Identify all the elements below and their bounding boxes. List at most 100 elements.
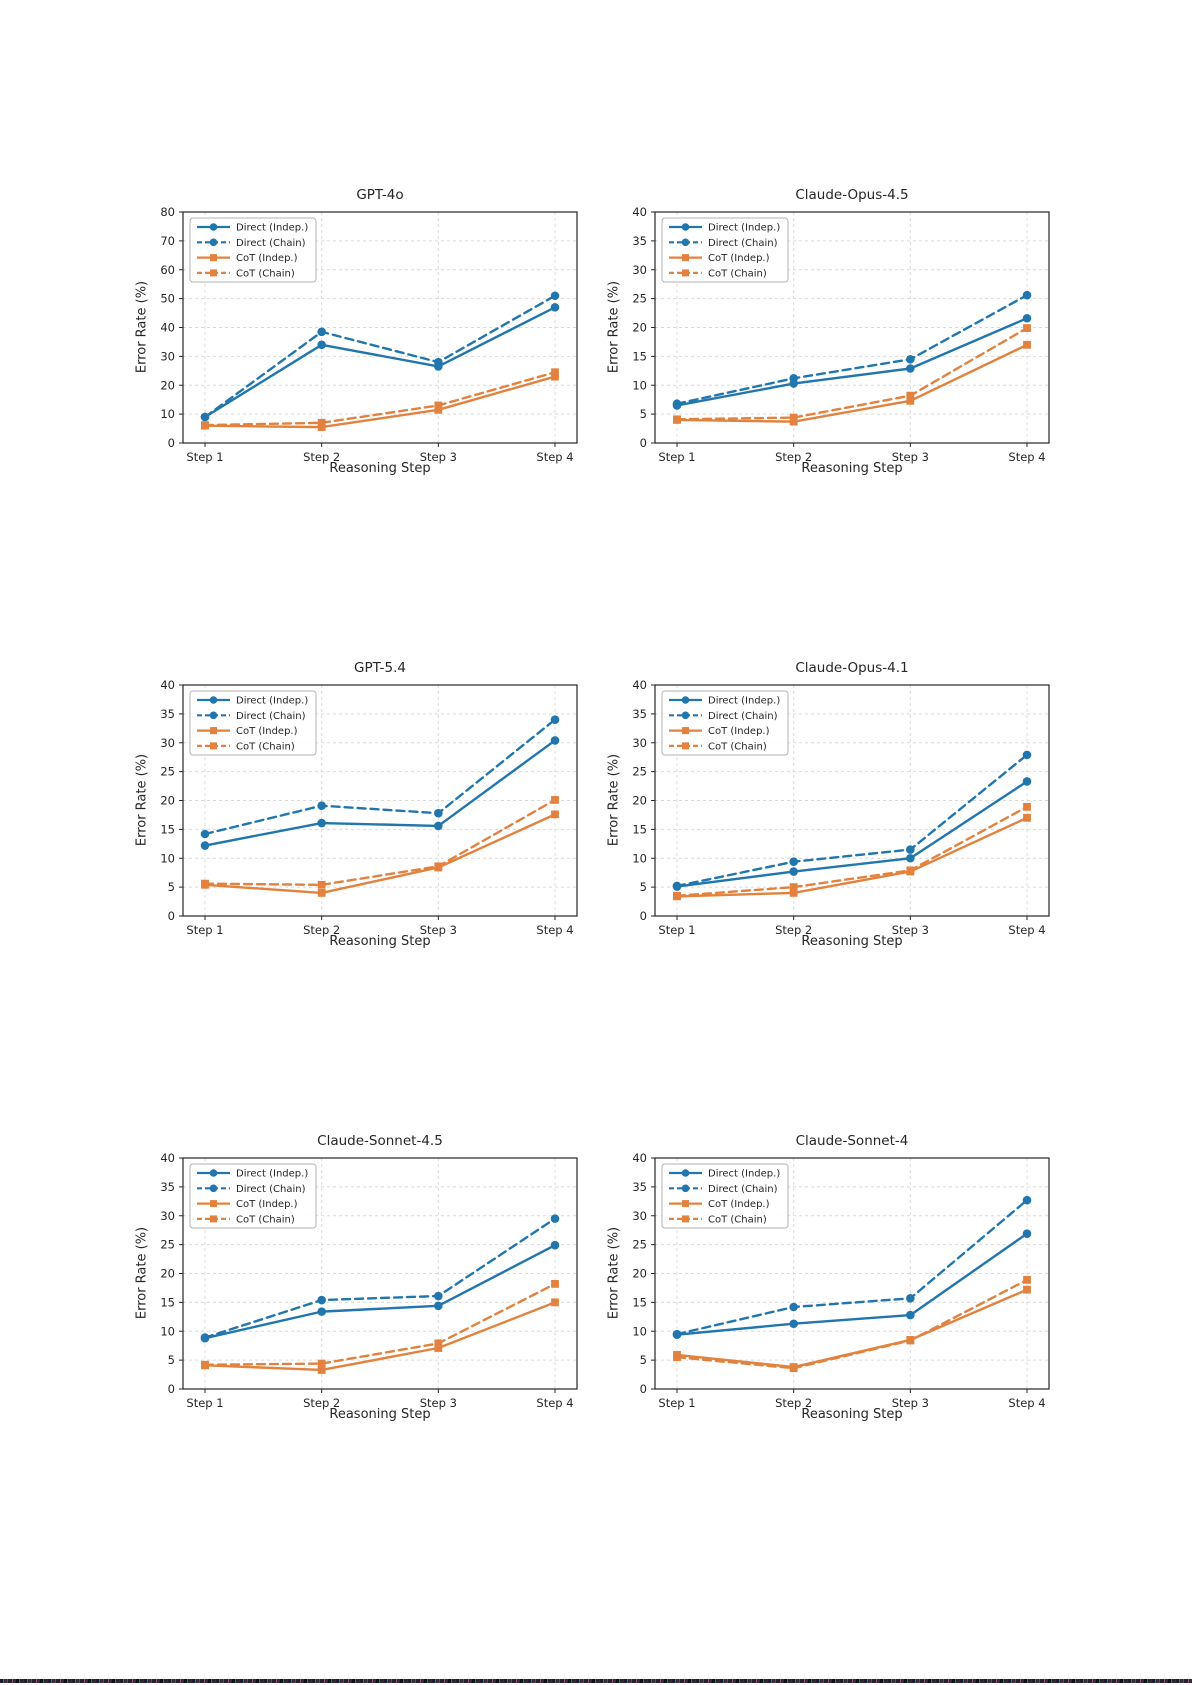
y-tick-label: 30 <box>632 1209 647 1223</box>
legend-label: Direct (Chain) <box>236 1184 306 1195</box>
data-point-marker <box>789 889 798 897</box>
chart-panel-claude-opus-4-5: Claude-Opus-4.5 Error Rate (%) Reasoning… <box>600 178 1060 480</box>
chart-title: Claude-Sonnet-4 <box>795 1133 909 1149</box>
series-line <box>675 805 1029 897</box>
data-point-marker <box>906 866 915 875</box>
y-tick-label: 20 <box>632 321 647 335</box>
y-tick-label: 10 <box>160 1324 175 1338</box>
data-point-marker <box>789 867 798 876</box>
y-tick-label: 30 <box>160 349 175 363</box>
y-tick-label: 0 <box>640 436 647 450</box>
legend-sample-marker <box>210 1215 217 1223</box>
y-tick-label: 60 <box>160 263 175 277</box>
y-tick-label: 5 <box>640 1353 647 1367</box>
y-tick-label: 15 <box>632 822 647 836</box>
x-tick-label: Step 1 <box>658 450 695 464</box>
chart-panel-claude-sonnet-4: Claude-Sonnet-4 Error Rate (%) Reasoning… <box>600 1124 1060 1426</box>
y-tick-label: 50 <box>160 292 175 306</box>
data-point-marker <box>789 883 798 892</box>
y-tick-label: 35 <box>632 234 647 248</box>
data-point-marker <box>434 401 443 410</box>
data-point-marker <box>434 1301 443 1311</box>
legend-label: Direct (Indep.) <box>236 696 308 707</box>
series-line <box>203 718 557 836</box>
y-tick-label: 15 <box>160 1295 175 1309</box>
data-point-marker <box>1023 813 1031 822</box>
data-point-marker <box>434 357 443 367</box>
x-axis-label: Reasoning Step <box>801 1407 903 1422</box>
legend-label: Direct (Indep.) <box>236 1169 308 1180</box>
series-line <box>203 798 557 887</box>
plot-area: 0 5 10 15 20 25 30 35 40 Step 1 Step 2 Step 3 Step 4… <box>632 1151 1050 1410</box>
y-tick-label: 20 <box>632 794 647 808</box>
legend-label: Direct (Indep.) <box>708 223 780 234</box>
y-tick-label: 15 <box>160 822 175 836</box>
data-point-marker <box>551 810 559 819</box>
series-line <box>675 293 1029 405</box>
legend-label: CoT (Indep.) <box>236 1199 298 1210</box>
data-point-marker <box>1023 324 1031 332</box>
data-point-marker <box>1022 777 1032 786</box>
legend-sample-marker <box>210 269 217 277</box>
data-point-marker <box>906 354 915 364</box>
series-line <box>675 343 1029 423</box>
x-tick-label: Step 4 <box>1008 1396 1045 1410</box>
data-point-marker <box>672 399 682 409</box>
legend-sample-marker <box>682 727 689 735</box>
data-point-marker <box>317 801 326 810</box>
legend-label: CoT (Chain) <box>236 268 295 279</box>
x-tick-label: Step 4 <box>536 1396 573 1410</box>
data-point-marker <box>317 880 326 889</box>
x-tick-label: Step 2 <box>775 450 812 464</box>
y-tick-label: 35 <box>160 707 175 721</box>
data-point-marker <box>434 1291 443 1301</box>
series-line <box>203 813 557 895</box>
y-tick-label: 30 <box>160 736 175 750</box>
legend-label: CoT (Chain) <box>708 1214 767 1225</box>
x-tick-label: Step 3 <box>892 450 929 464</box>
x-axis-label: Reasoning Step <box>801 461 903 476</box>
x-tick-label: Step 2 <box>303 450 340 464</box>
series-line <box>203 294 557 419</box>
legend-label: Direct (Indep.) <box>236 223 308 234</box>
y-tick-label: 35 <box>632 707 647 721</box>
data-point-marker <box>550 736 560 745</box>
y-tick-label: 20 <box>632 1267 647 1281</box>
y-tick-label: 40 <box>632 205 647 219</box>
series-line <box>203 375 557 429</box>
chart-title: Claude-Sonnet-4.5 <box>317 1133 443 1149</box>
legend-sample-marker <box>681 238 690 247</box>
data-point-marker <box>434 1339 443 1348</box>
y-tick-label: 5 <box>640 407 647 421</box>
x-axis-label: Reasoning Step <box>329 1407 431 1422</box>
data-point-marker <box>906 391 915 400</box>
y-tick-label: 30 <box>632 736 647 750</box>
data-point-marker <box>673 415 681 424</box>
data-point-marker <box>1023 802 1031 811</box>
data-point-marker <box>317 340 326 350</box>
series-line <box>675 780 1029 888</box>
y-tick-label: 5 <box>168 1353 175 1367</box>
x-tick-label: Step 2 <box>775 923 812 937</box>
data-point-marker <box>550 291 560 301</box>
legend-box <box>661 690 789 756</box>
legend-sample-marker <box>209 1184 218 1193</box>
x-tick-label: Step 3 <box>892 1396 929 1410</box>
series-line <box>203 306 557 419</box>
y-tick-label: 5 <box>640 880 647 894</box>
y-tick-label: 35 <box>160 1180 175 1194</box>
legend-sample-marker <box>210 1200 217 1208</box>
legend-label: CoT (Chain) <box>236 741 295 752</box>
plot-area: 0 10 20 30 40 50 60 70 80 Step 1 Step 2 Step 3 Step … <box>160 205 578 464</box>
legend-label: CoT (Chain) <box>708 268 767 279</box>
chart-panel-gpt-4o: GPT-4o Error Rate (%) Reasoning Step 0 10… <box>128 178 588 480</box>
legend-sample-marker <box>682 1200 689 1208</box>
y-tick-label: 10 <box>160 851 175 865</box>
data-point-marker <box>789 1319 798 1329</box>
series-line <box>203 1282 557 1366</box>
x-tick-label: Step 2 <box>303 923 340 937</box>
series-line <box>675 317 1029 407</box>
data-point-marker <box>551 368 559 377</box>
legend-box <box>189 690 317 756</box>
data-point-marker <box>317 1295 326 1305</box>
